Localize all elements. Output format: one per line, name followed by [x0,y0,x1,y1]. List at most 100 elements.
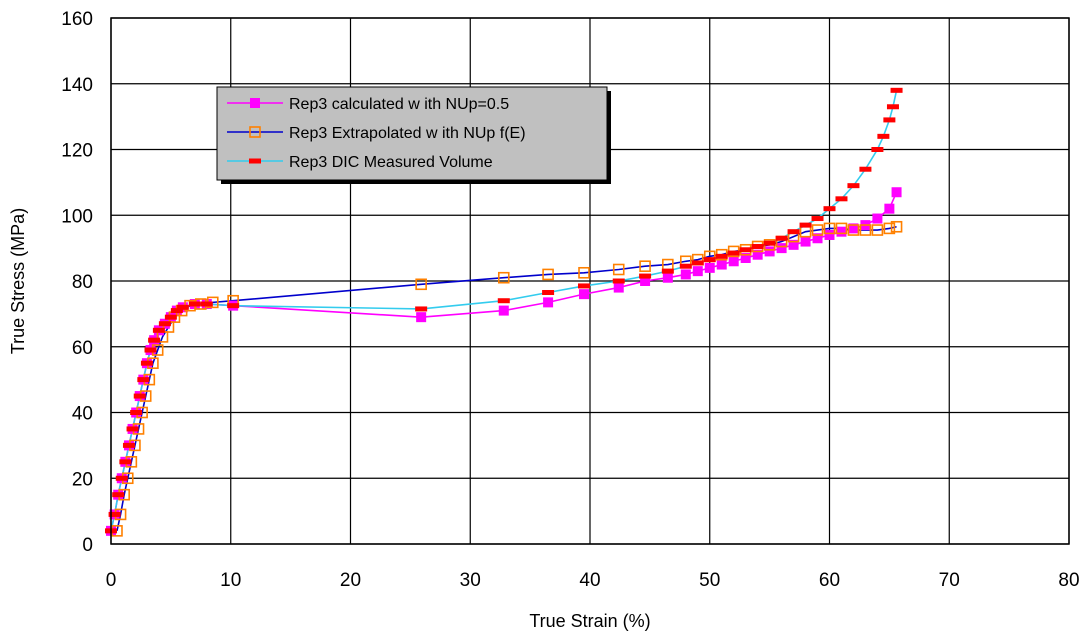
series-1-point-marker [543,297,554,308]
y-tick-label: 20 [72,469,93,490]
series-2-point-marker [639,260,651,273]
series-1-point-marker [680,269,691,280]
series-3-point-marker [119,459,132,465]
legend-entry-2: Rep3 Extrapolated w ith NUp f(E) [227,125,526,142]
series-3-point-marker [727,250,740,256]
legend-label: Rep3 Extrapolated w ith NUp f(E) [289,125,526,142]
series-3-point-marker [883,117,896,123]
series-3-point-marker [715,253,728,259]
series-3-point-marker [158,321,171,327]
series-1-point-marker [812,233,823,244]
series-3-point-marker [787,229,800,235]
legend-entry-1: Rep3 calculated w ith NUp=0.5 [227,96,509,113]
series-3-point-marker [176,304,189,310]
series-1-point-marker [416,312,427,323]
series-3-point-marker [497,298,510,304]
series-3-point-marker [130,410,143,415]
x-tick-label: 20 [340,570,361,591]
y-tick-label: 40 [72,404,93,425]
y-axis-label: True Stress (MPa) [8,208,28,354]
x-tick-label: 50 [699,570,720,591]
series-3-point-marker [133,393,146,399]
series-3-point-marker [227,303,240,309]
series-3-point-marker [137,377,150,383]
series-3-point-marker [415,306,428,312]
series-2-point-marker [612,263,625,276]
series-3-point-marker [763,240,776,246]
series-3-point-marker [108,511,121,517]
series-3-point-marker [661,268,674,274]
series-1-point-marker [872,213,883,224]
series-3-point-marker [639,273,652,279]
x-tick-label: 70 [939,570,960,591]
series-2-point-marker [542,268,554,281]
series-1-point-marker [740,252,751,263]
series-3-point-marker [542,290,555,296]
series-1-point-marker [824,229,835,240]
series-3-point-marker [148,337,161,343]
series-2-point-marker [883,222,896,235]
series-3-point-marker [811,216,824,222]
x-tick-label: 0 [106,570,117,591]
series-3-point-marker [775,235,788,241]
series-3-point-marker [835,196,848,202]
series-2-point-marker [859,224,872,236]
series-1-point-marker [716,259,727,270]
x-tick-label: 80 [1058,570,1079,591]
series-1-point-marker [764,246,775,257]
legend-label: Rep3 calculated w ith NUp=0.5 [289,96,509,113]
series-3-point-marker [200,301,213,307]
x-tick-label: 30 [460,570,481,591]
series-2-point-marker [415,278,427,291]
series-3-point-marker [703,257,716,263]
series-1-point-marker [836,226,847,237]
series-1-point-marker [848,223,859,234]
series-2-point-marker [847,224,860,236]
series-1-point-marker [884,203,895,214]
series-1-point-marker [613,282,624,293]
series-3-point-marker [847,183,860,189]
series-2-point-marker [497,271,510,284]
legend-swatch-marker [249,158,261,164]
legend-label: Rep3 DIC Measured Volume [289,154,493,171]
series-1-point-marker [579,289,590,300]
y-axis-ticks: 0 20 40 60 80 100 120 140 160 [61,9,93,556]
series-3-point-marker [691,260,704,266]
series-3-point-marker [122,442,135,448]
series-2-point-marker [890,220,903,233]
series-1-point-marker [498,305,509,316]
legend-entry-3: Rep3 DIC Measured Volume [227,154,493,171]
series-1-point-marker [776,243,787,254]
series-1-point-marker [704,262,715,273]
y-tick-label: 80 [72,272,93,293]
series-3-point-marker [140,360,153,366]
series-2-line [116,225,897,532]
series-1-point-marker [800,236,811,247]
series-3-point-marker [871,147,884,152]
series-3-point-marker [578,283,591,289]
series-1-point-marker [752,249,763,260]
y-tick-label: 120 [61,141,93,162]
x-axis-ticks: 0 10 20 30 40 50 60 70 80 [106,570,1080,591]
series-3-point-marker [859,166,872,172]
series-1-point-marker [662,272,673,283]
series-2-point-marker [835,222,848,235]
series-1-point-marker [692,266,703,277]
x-tick-label: 10 [220,570,241,591]
y-tick-label: 140 [61,75,93,96]
series-3-point-marker [679,263,692,269]
series-3-point-marker [188,301,201,307]
legend-swatch-marker [249,126,261,138]
x-axis-label: True Strain (%) [529,611,650,631]
series-3-point-marker [890,87,903,93]
series-1-point-marker [640,276,651,286]
y-tick-label: 0 [82,535,93,556]
series-1-point-marker [788,239,799,250]
series-3-point-marker [115,475,128,481]
y-tick-label: 60 [72,338,93,359]
y-tick-label: 100 [61,206,93,227]
series-2-point-marker [578,266,590,279]
series-3-point-marker [164,314,177,320]
legend-swatch-marker [250,98,260,108]
